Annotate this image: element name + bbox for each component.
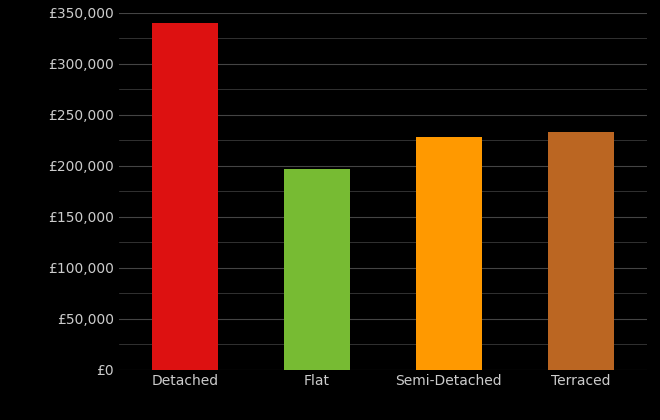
Bar (152, 23, 218, 370)
Bar (284, 169, 350, 370)
Bar (548, 132, 614, 370)
Bar (416, 137, 482, 370)
